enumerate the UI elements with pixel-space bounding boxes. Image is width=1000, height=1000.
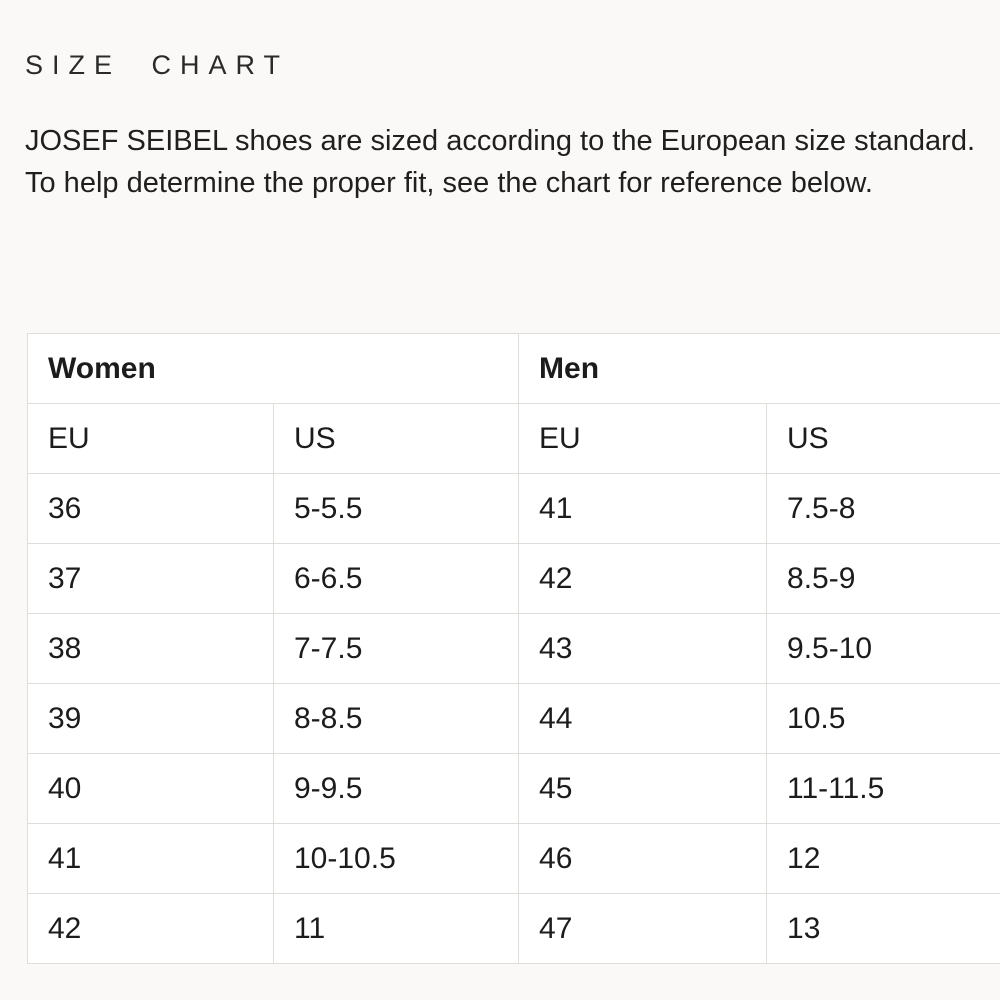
women-group-header: Women <box>26 333 520 404</box>
men-us-cell: 9.5-10 <box>766 613 1000 684</box>
men-us-column-header: US <box>766 403 1000 474</box>
page-title: SIZE CHART <box>25 50 290 80</box>
men-eu-cell: 41 <box>518 473 768 544</box>
men-eu-cell: 45 <box>518 753 768 824</box>
men-eu-cell: 46 <box>518 823 768 894</box>
women-us-cell: 10-10.5 <box>272 823 520 894</box>
table-row: 40 9-9.5 45 11-11.5 <box>27 753 1000 824</box>
men-us-cell: 8.5-9 <box>766 543 1000 614</box>
men-eu-cell: 44 <box>518 683 768 754</box>
men-eu-column-header: EU <box>518 403 768 474</box>
table-row: 41 10-10.5 46 12 <box>27 823 1000 894</box>
women-us-cell: 9-9.5 <box>272 753 520 824</box>
men-eu-cell: 43 <box>518 613 768 684</box>
men-eu-cell: 47 <box>518 893 768 964</box>
men-us-cell: 12 <box>766 823 1000 894</box>
table-row: 36 5-5.5 41 7.5-8 <box>27 473 1000 544</box>
table-row: 39 8-8.5 44 10.5 <box>27 683 1000 754</box>
women-us-cell: 5-5.5 <box>272 473 520 544</box>
column-header-row: EU US EU US <box>27 403 1000 474</box>
women-eu-cell: 42 <box>27 893 274 964</box>
women-us-cell: 8-8.5 <box>272 683 520 754</box>
women-eu-cell: 37 <box>27 543 274 614</box>
women-eu-cell: 40 <box>27 753 274 824</box>
table-row: 38 7-7.5 43 9.5-10 <box>27 613 1000 684</box>
women-us-cell: 11 <box>272 893 520 964</box>
women-us-cell: 7-7.5 <box>272 613 520 684</box>
men-eu-cell: 42 <box>518 543 768 614</box>
women-us-cell: 6-6.5 <box>272 543 520 614</box>
women-eu-cell: 39 <box>27 683 274 754</box>
table-row: 42 11 47 13 <box>27 893 1000 964</box>
table-row: 37 6-6.5 42 8.5-9 <box>27 543 1000 614</box>
group-header-row: Women Men <box>26 333 1000 404</box>
women-eu-cell: 36 <box>27 473 274 544</box>
size-chart-table: Women Men EU US EU US 36 5-5.5 41 7.5-8 … <box>26 333 1000 964</box>
men-us-cell: 10.5 <box>766 683 1000 754</box>
men-us-cell: 13 <box>766 893 1000 964</box>
women-eu-column-header: EU <box>27 403 274 474</box>
women-eu-cell: 41 <box>27 823 274 894</box>
women-us-column-header: US <box>272 403 520 474</box>
intro-paragraph: JOSEF SEIBEL shoes are sized according t… <box>25 125 976 199</box>
men-group-header: Men <box>518 333 1000 404</box>
men-us-cell: 11-11.5 <box>766 753 1000 824</box>
men-us-cell: 7.5-8 <box>766 473 1000 544</box>
women-eu-cell: 38 <box>27 613 274 684</box>
